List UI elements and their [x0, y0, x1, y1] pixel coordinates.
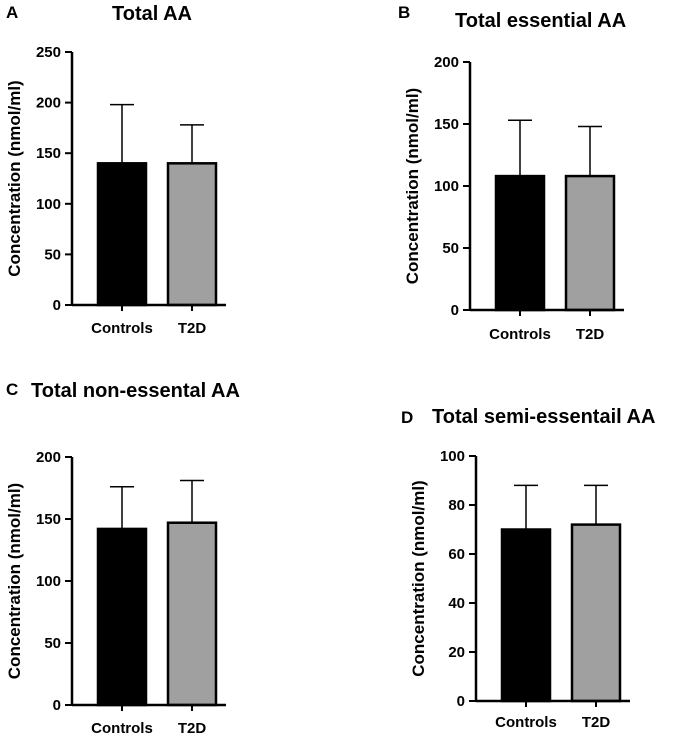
y-axis-label: Concentration (nmol/ml) [403, 88, 422, 284]
y-tick-label: 50 [44, 246, 61, 263]
y-tick-label: 60 [448, 546, 465, 563]
y-tick-label: 0 [457, 693, 465, 710]
y-tick-label: 100 [440, 448, 465, 465]
x-tick-label: Controls [495, 714, 557, 731]
panel-letter: A [6, 3, 18, 22]
y-tick-label: 100 [36, 196, 61, 213]
bar-controls [96, 162, 148, 307]
x-tick-label: T2D [582, 714, 611, 731]
y-tick-label: 50 [44, 635, 61, 652]
y-tick-label: 100 [36, 573, 61, 590]
panel-letter: D [401, 408, 413, 427]
chart-title: Total AA [112, 3, 192, 25]
y-tick-label: 20 [448, 644, 465, 661]
y-tick-label: 200 [36, 95, 61, 112]
y-tick-label: 250 [36, 44, 61, 61]
chart-panel-a: A Total AA Concentration (nmol/ml) Controls… [5, 3, 226, 337]
y-tick-label: 150 [36, 145, 61, 162]
y-tick-label: 40 [448, 595, 465, 612]
bar-controls [96, 527, 148, 707]
bar-t2d [570, 523, 622, 703]
chart-panel-c: C Total non-essental AA Concentration (nmo… [5, 380, 240, 737]
chart-title: Total semi-essentail AA [432, 406, 655, 428]
x-tick-label: Controls [489, 326, 551, 343]
bar-t2d [564, 174, 616, 312]
x-tick-label: Controls [91, 320, 153, 337]
y-axis-label: Concentration (nmol/ml) [5, 483, 24, 679]
y-tick-label: 200 [36, 449, 61, 466]
y-tick-label: 0 [53, 297, 61, 314]
y-tick-label: 0 [53, 697, 61, 714]
x-tick-label: T2D [178, 720, 207, 737]
y-tick-label: 150 [434, 116, 459, 133]
y-tick-label: 0 [451, 302, 459, 319]
chart-panel-b: B Total essential AA Concentration (nmol/m… [398, 3, 626, 343]
bar-t2d [166, 521, 218, 707]
x-tick-label: T2D [576, 326, 605, 343]
chart-panel-d: D Total semi-essentail AA Concentration (n… [401, 406, 655, 731]
y-tick-label: 50 [442, 240, 459, 257]
panel-letter: C [6, 380, 18, 399]
y-axis-label: Concentration (nmol/ml) [5, 80, 24, 276]
chart-title: Total essential AA [455, 10, 626, 32]
y-tick-label: 100 [434, 178, 459, 195]
bar-t2d [166, 162, 218, 307]
bar-controls [500, 528, 552, 703]
panel-letter: B [398, 3, 410, 22]
y-tick-label: 150 [36, 511, 61, 528]
x-tick-label: Controls [91, 720, 153, 737]
y-tick-label: 200 [434, 54, 459, 71]
bar-controls [494, 174, 546, 312]
y-axis-label: Concentration (nmol/ml) [409, 480, 428, 676]
x-tick-label: T2D [178, 320, 207, 337]
y-tick-label: 80 [448, 497, 465, 514]
chart-title: Total non-essental AA [31, 380, 240, 402]
